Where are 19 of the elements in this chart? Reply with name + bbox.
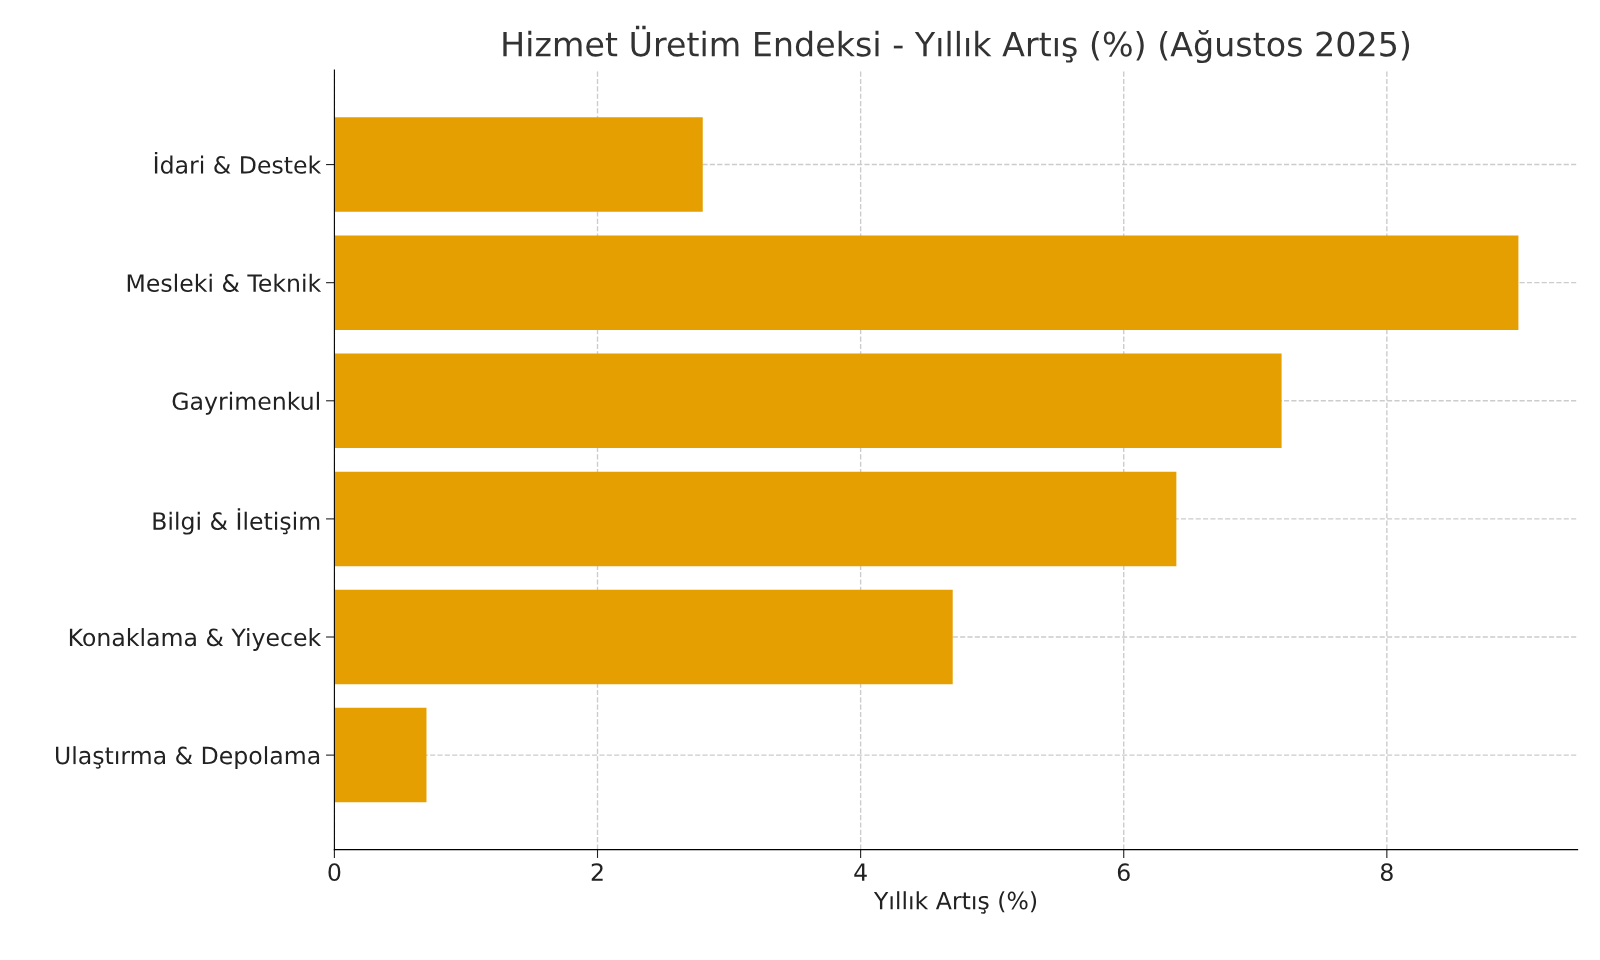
bar bbox=[334, 235, 1519, 330]
x-tick-label: 6 bbox=[1117, 863, 1130, 882]
x-tick-label: 4 bbox=[854, 863, 867, 881]
y-tick-label: Ulaştırma & Depolama bbox=[56, 746, 320, 769]
y-tick-label: Konaklama & Yiyecek bbox=[69, 628, 322, 651]
chart-title: Hizmet Üretim Endeksi - Yıllık Artış (%) (Ağustos 2025) bbox=[503, 25, 1410, 64]
x-tick-label: 8 bbox=[1380, 863, 1393, 882]
y-tick-label: İdari & Destek bbox=[154, 152, 322, 174]
x-tick-label: 2 bbox=[591, 863, 603, 881]
bar bbox=[334, 589, 953, 685]
y-tick-label: Mesleki & Teknik bbox=[127, 273, 322, 292]
bar bbox=[334, 471, 1177, 567]
y-tick-label: Gayrimenkul bbox=[172, 391, 319, 415]
x-tick-label: 0 bbox=[328, 863, 341, 882]
bar bbox=[334, 117, 703, 212]
x-axis-title: Yıllık Artış (%) bbox=[873, 891, 1037, 914]
bar bbox=[334, 353, 1282, 449]
y-tick-label: Bilgi & İletişim bbox=[153, 508, 320, 535]
bar bbox=[334, 707, 427, 803]
